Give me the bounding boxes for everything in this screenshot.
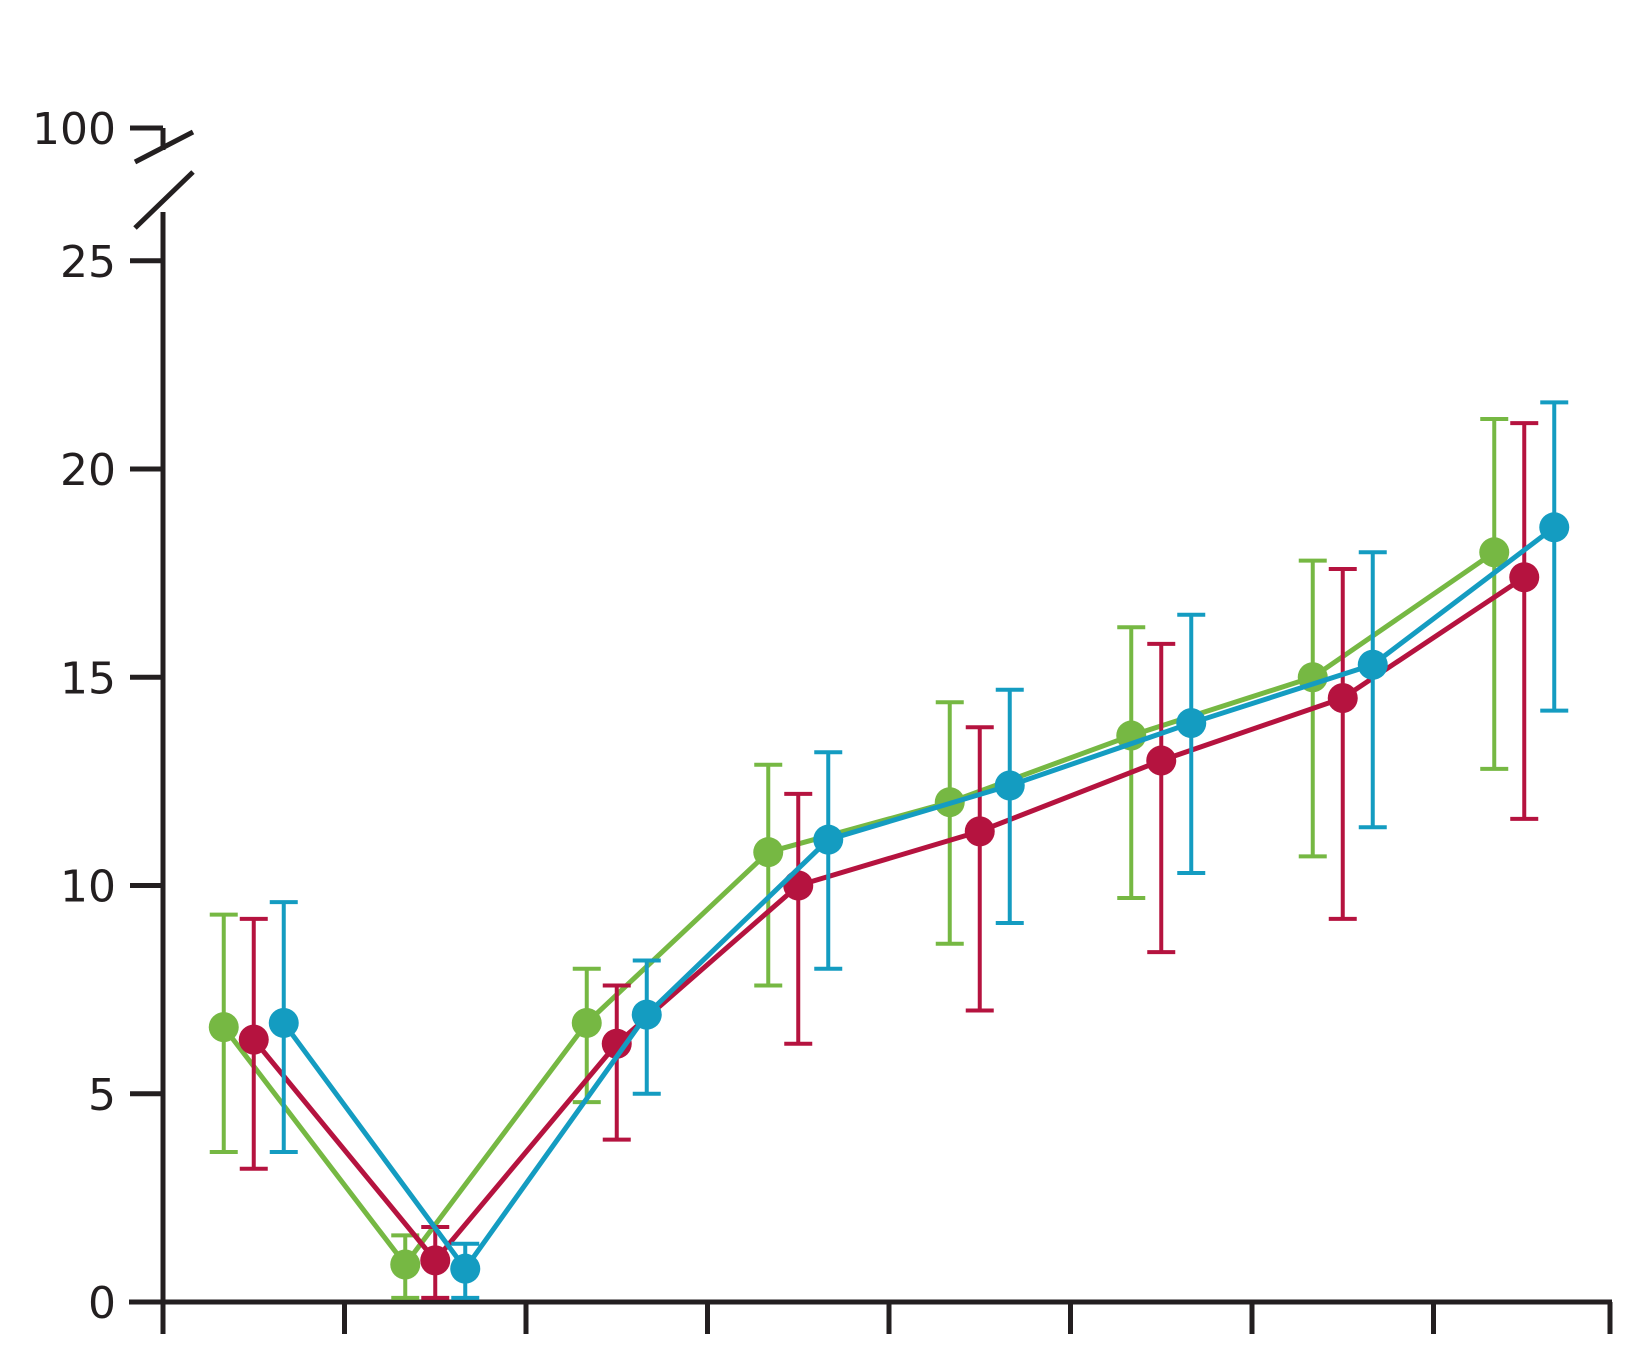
y-tick-label: 20 [60,445,116,496]
data-point [238,1024,269,1055]
series-line [281,525,1556,1272]
data-point [571,1007,602,1038]
data-point [420,1245,451,1276]
data-point [813,824,844,855]
data-point [783,870,814,901]
data-point [1509,562,1540,593]
error-bar [995,687,1024,925]
series-layer [208,400,1570,1300]
data-point [1357,649,1388,680]
error-bar [1328,566,1357,921]
error-bar [1510,421,1539,821]
data-point [208,1012,239,1043]
series-1 [208,417,1510,1300]
y-tick-label: 10 [60,862,116,913]
data-point [631,999,662,1030]
y-tick-label: 25 [60,237,116,288]
series-line [251,575,1526,1263]
error-bar [784,791,813,1046]
data-point [753,837,784,868]
y-tick-label: 15 [60,653,116,704]
error-bar [754,762,783,988]
series-2 [238,421,1540,1300]
data-point [1327,683,1358,714]
error-bar [1147,641,1176,955]
data-point [1539,512,1570,543]
data-point [964,816,995,847]
y-tick-label: 5 [88,1070,116,1121]
error-bar [602,983,631,1142]
error-bar [1480,417,1509,771]
data-point [1176,708,1207,739]
data-point [601,1028,632,1059]
data-point [1146,745,1177,776]
axis-break-mark-lower [133,170,195,230]
series-3 [268,400,1570,1300]
data-point [450,1253,481,1284]
error-bar [1358,550,1387,830]
series-line [221,550,1496,1268]
error-bar [935,700,964,946]
data-point [268,1007,299,1038]
error-bar [1177,612,1206,876]
data-point [390,1249,421,1280]
axes: 100 0 5 10 15 20 25 [32,104,1613,1334]
error-bar [965,725,994,1013]
y-tick-label-100: 100 [32,104,116,155]
error-bar [1117,625,1146,900]
data-point [994,770,1025,801]
y-tick-label: 0 [88,1278,116,1329]
data-point [1479,537,1510,568]
error-bar [814,750,843,971]
error-bar [1540,400,1569,713]
